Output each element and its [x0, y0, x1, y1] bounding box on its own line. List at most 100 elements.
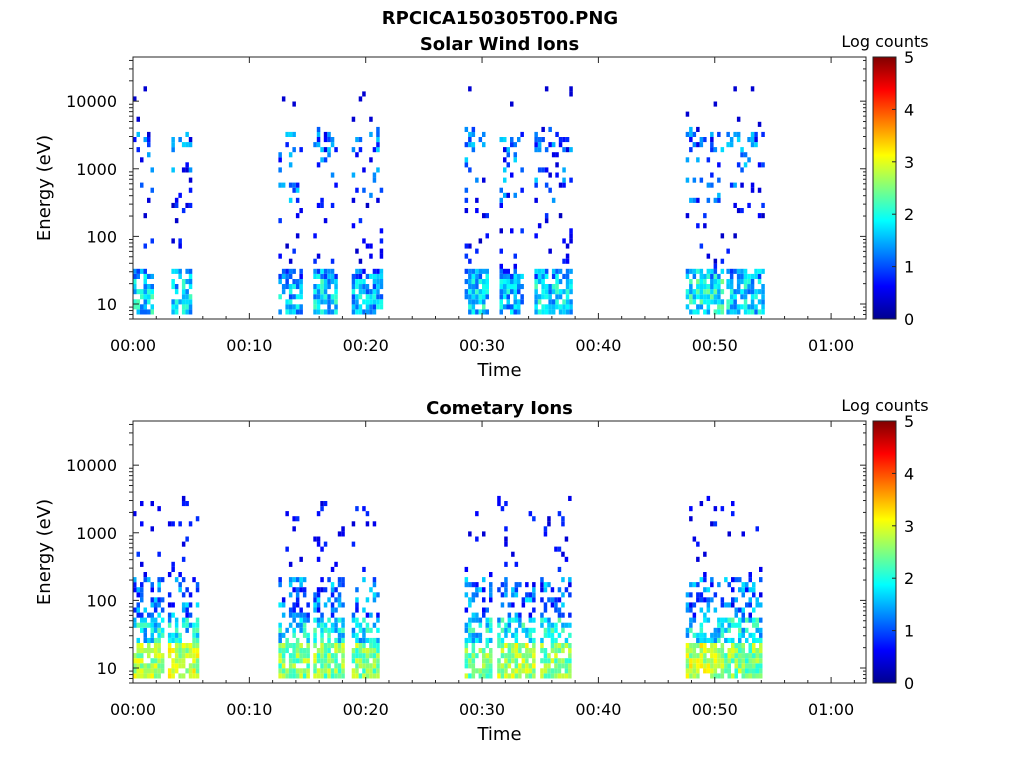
data-cell: [710, 658, 714, 664]
data-cell: [547, 632, 551, 638]
data-cell: [195, 602, 200, 608]
data-cell: [136, 268, 140, 274]
data-cell: [703, 617, 707, 623]
data-cell: [174, 658, 179, 664]
data-cell: [689, 653, 693, 659]
data-cell: [551, 309, 556, 315]
data-cell: [299, 577, 303, 583]
data-cell: [517, 137, 521, 143]
figure-title: RPCICA150305T00.PNG: [382, 8, 618, 29]
data-cell: [147, 137, 151, 143]
data-cell: [499, 248, 503, 254]
data-cell: [181, 617, 186, 623]
data-cell: [689, 592, 693, 598]
data-cell: [736, 116, 741, 122]
data-cell: [292, 632, 296, 638]
data-cell: [736, 131, 741, 137]
data-cell: [692, 602, 697, 608]
data-cell: [147, 289, 151, 295]
data-cell: [376, 612, 380, 618]
data-cell: [355, 187, 359, 193]
data-cell: [713, 101, 718, 107]
data-cell: [568, 495, 572, 501]
data-cell: [167, 612, 172, 618]
data-cell: [499, 289, 503, 295]
data-cell: [299, 294, 303, 300]
data-cell: [143, 622, 147, 628]
data-cell: [548, 187, 552, 193]
data-cell: [482, 577, 486, 583]
data-cell: [499, 294, 503, 300]
data-cell: [703, 612, 707, 618]
data-cell: [485, 617, 489, 623]
data-cell: [703, 213, 707, 219]
data-cell: [334, 643, 338, 649]
data-cell: [157, 648, 161, 654]
data-cell: [528, 653, 533, 659]
data-cell: [525, 673, 529, 679]
data-cell: [299, 279, 303, 285]
data-cell: [295, 294, 300, 300]
data-cell: [181, 622, 186, 628]
data-cell: [503, 294, 507, 300]
data-cell: [540, 637, 544, 643]
data-cell: [489, 587, 493, 593]
data-cell: [540, 597, 544, 603]
data-cell: [136, 673, 140, 679]
data-cell: [482, 612, 486, 618]
data-cell: [351, 612, 356, 618]
data-cell: [150, 526, 154, 532]
data-cell: [362, 607, 366, 613]
data-cell: [362, 299, 366, 305]
data-cell: [499, 187, 503, 193]
data-cell: [285, 304, 289, 310]
data-cell: [521, 653, 526, 659]
data-cell: [499, 263, 503, 269]
data-cell: [358, 653, 363, 659]
data-cell: [517, 284, 521, 290]
data-cell: [750, 299, 755, 305]
data-cell: [518, 643, 522, 649]
data-cell: [740, 182, 744, 188]
data-cell: [717, 273, 721, 279]
burst: [497, 495, 536, 679]
data-cell: [150, 501, 154, 507]
data-cell: [475, 587, 479, 593]
data-cell: [178, 273, 182, 279]
x-tick-label: 00:30: [459, 700, 505, 719]
data-cell: [362, 309, 366, 315]
burst: [351, 506, 380, 679]
data-cell: [147, 648, 151, 654]
data-cell: [362, 668, 366, 674]
data-cell: [313, 309, 317, 315]
data-cell: [745, 627, 749, 633]
data-cell: [555, 152, 559, 158]
data-cell: [551, 289, 556, 295]
data-cell: [513, 294, 517, 300]
data-cell: [327, 617, 331, 623]
data-cell: [754, 304, 758, 310]
data-cell: [316, 653, 321, 659]
data-cell: [528, 668, 533, 674]
data-cell: [136, 668, 140, 674]
data-cell: [743, 268, 748, 274]
panel-title: Solar Wind Ions: [420, 34, 579, 55]
data-cell: [337, 663, 342, 669]
data-cell: [692, 658, 697, 664]
data-cell: [140, 561, 144, 567]
data-cell: [741, 582, 745, 588]
data-cell: [547, 582, 551, 588]
data-cell: [185, 294, 189, 300]
data-cell: [561, 602, 565, 608]
data-cell: [320, 577, 324, 583]
data-cell: [351, 147, 356, 153]
data-cell: [316, 162, 321, 168]
data-cell: [565, 304, 570, 310]
data-cell: [362, 566, 366, 572]
data-cell: [741, 653, 745, 659]
data-cell: [748, 648, 752, 654]
data-cell: [706, 597, 711, 603]
data-cell: [136, 612, 140, 618]
data-cell: [143, 632, 147, 638]
